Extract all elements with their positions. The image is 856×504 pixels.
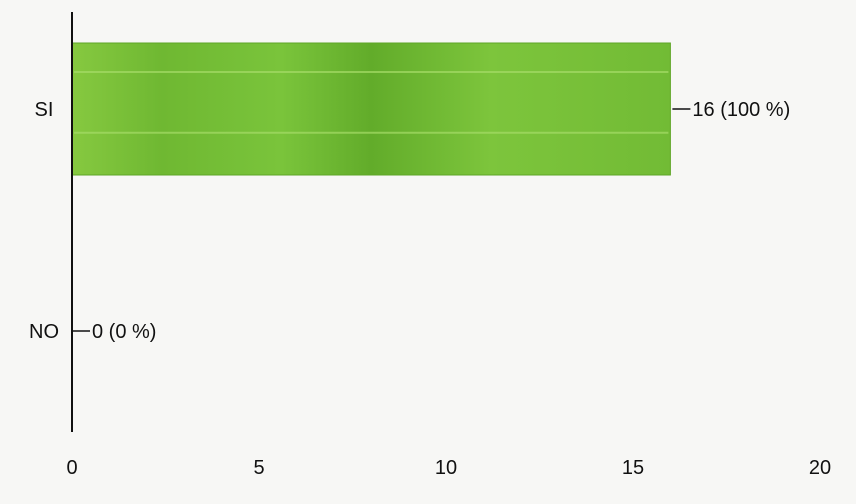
bar-si — [71, 42, 671, 176]
x-tick-label: 15 — [622, 457, 644, 479]
x-tick-label: 20 — [809, 457, 831, 479]
x-tick-label: 10 — [435, 457, 457, 479]
x-tick-label: 5 — [253, 457, 264, 479]
x-tick-label: 0 — [66, 457, 77, 479]
labels-layer: SI 16 (100 %) NO 0 (0 %) — [29, 99, 790, 343]
category-label-si: SI — [35, 99, 54, 121]
data-label-no: 0 (0 %) — [92, 321, 156, 343]
category-label-no: NO — [29, 321, 59, 343]
data-label-si: 16 (100 %) — [692, 99, 790, 121]
bars-layer — [71, 42, 671, 176]
axis-layer: 0 5 10 15 20 — [66, 12, 831, 479]
